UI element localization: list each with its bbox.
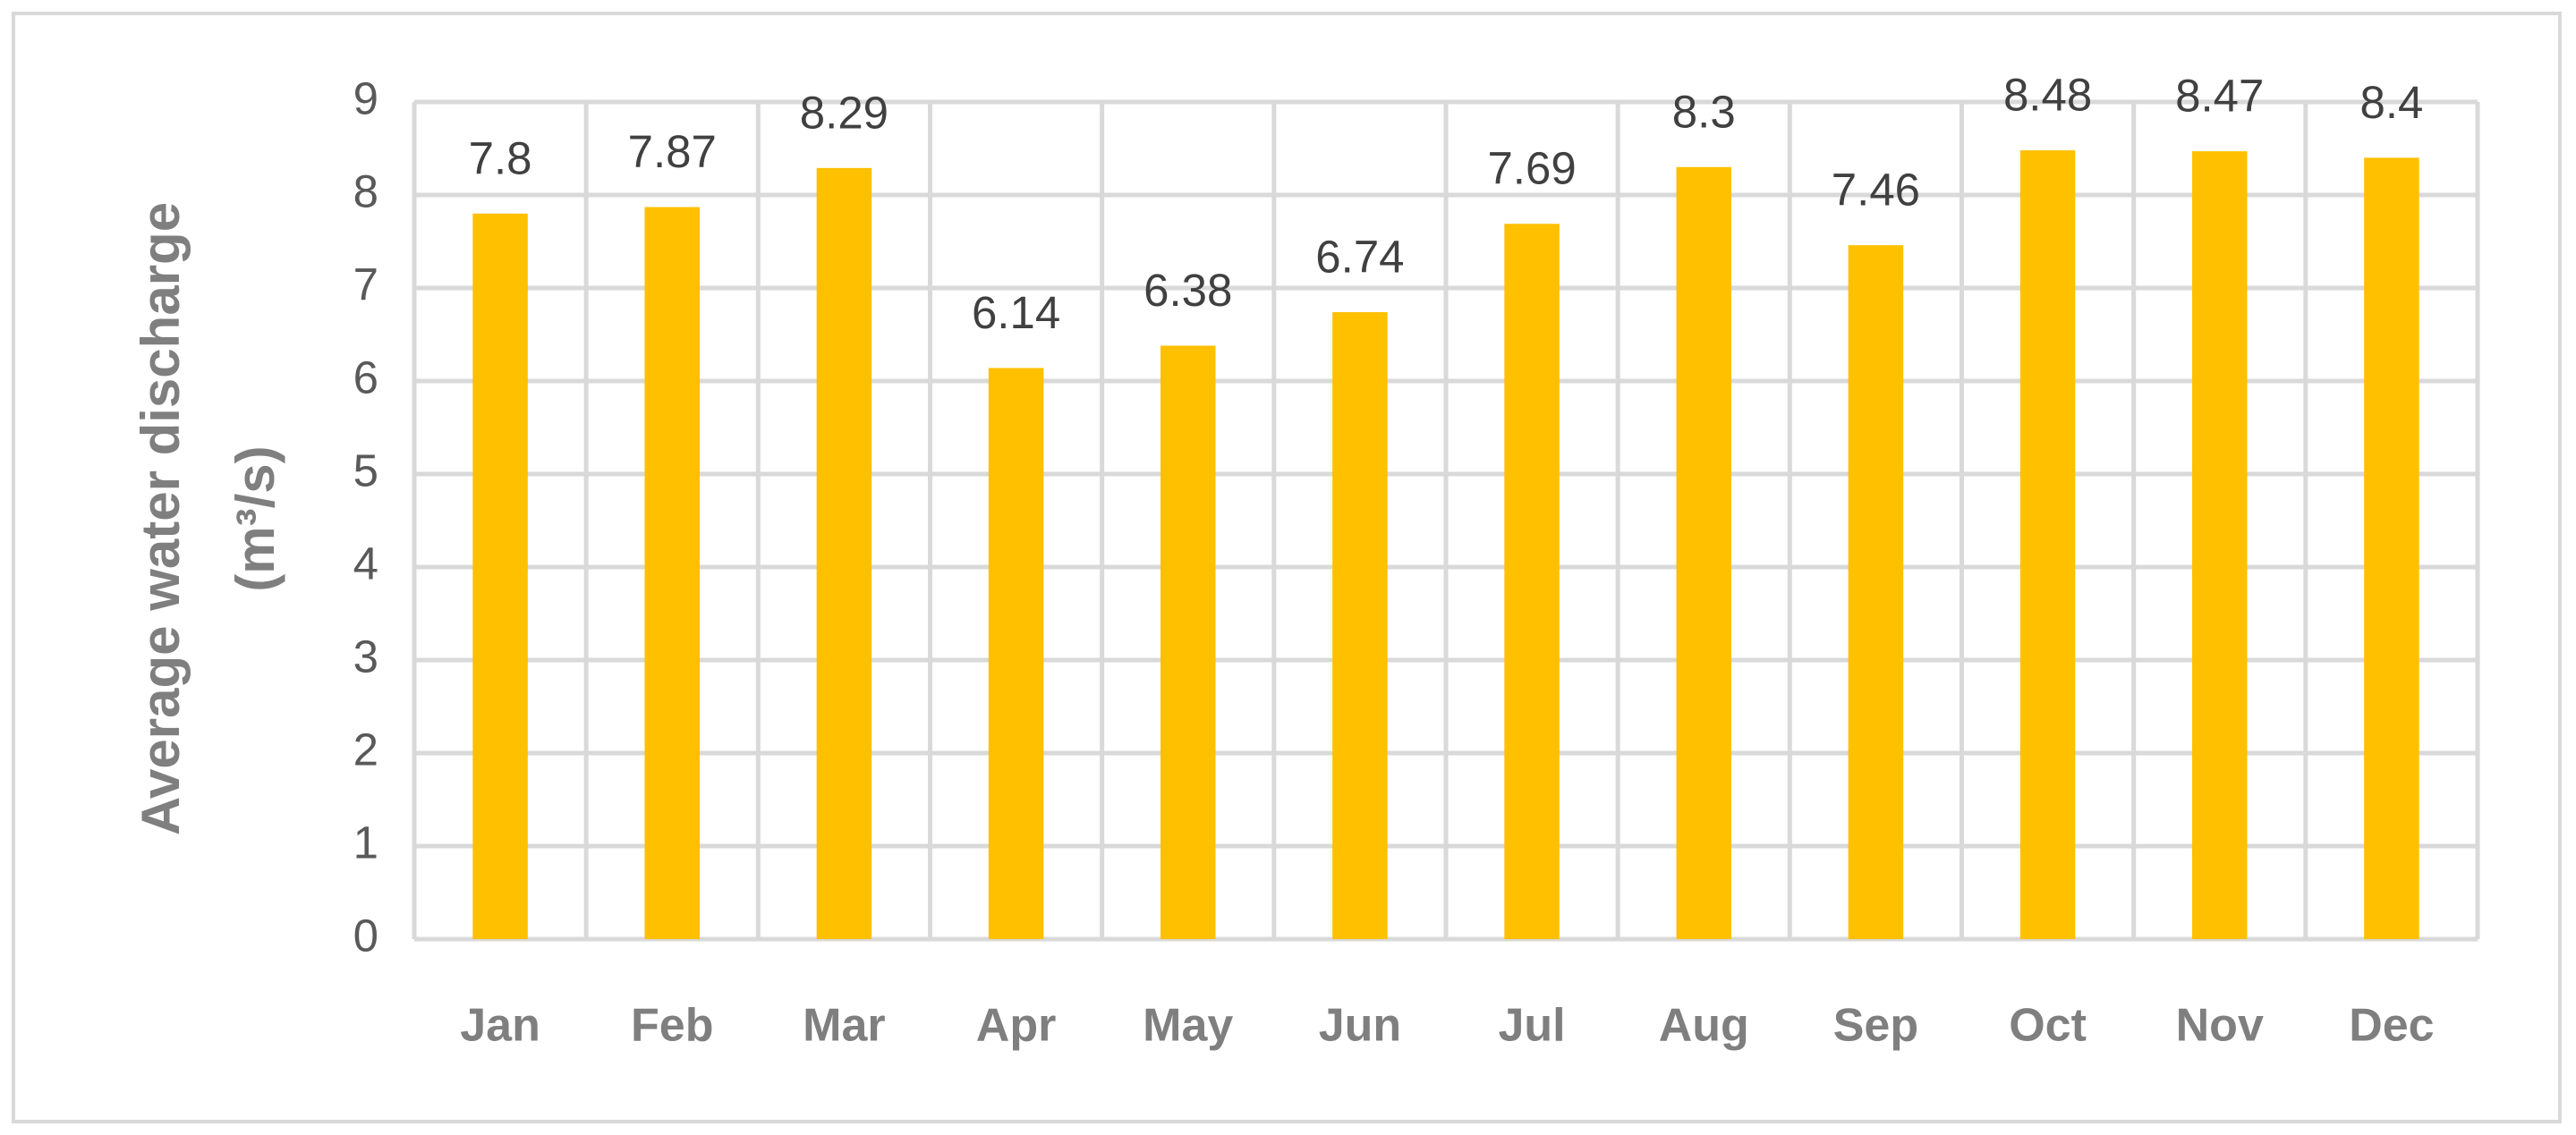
x-tick-label: Sep [1833,1000,1918,1052]
y-tick-label: 2 [353,724,378,775]
y-tick-label: 0 [353,910,378,961]
bar [2019,150,2076,939]
y-axis-title-line: (m³/s) [225,445,285,591]
y-axis-title-line: Average water discharge [131,202,191,835]
x-tick-label: Jul [1499,1000,1566,1052]
x-tick-label: Jan [460,1000,540,1052]
y-axis-title: (m³/s) [225,445,285,591]
data-label: 7.46 [1832,165,1920,216]
data-label: 6.38 [1143,265,1232,316]
x-tick-label: Aug [1659,1000,1749,1052]
x-tick-label: May [1143,1000,1233,1052]
data-label: 8.48 [2003,70,2092,121]
y-tick-label: 5 [353,445,378,496]
bar [1848,245,1904,939]
bar [1676,166,1731,940]
y-tick-label: 4 [353,538,378,589]
bar [644,207,700,939]
bar [1332,312,1388,939]
y-tick-label: 8 [353,165,378,216]
y-tick-label: 3 [353,631,378,682]
bar [1504,224,1560,940]
y-tick-label: 9 [353,72,378,123]
bar [2192,151,2248,939]
y-tick-label: 7 [353,258,378,309]
x-tick-label: Oct [2009,1000,2087,1052]
bar [988,368,1044,939]
x-tick-label: Dec [2349,1000,2434,1052]
x-tick-label: Mar [803,1000,885,1052]
bar [1160,345,1216,940]
data-label: 8.3 [1672,86,1736,137]
y-axis-title: Average water discharge [131,202,191,835]
bar [2364,157,2419,939]
y-tick-label: 1 [353,817,378,868]
data-label: 7.8 [469,132,532,183]
data-label: 6.74 [1315,232,1404,283]
data-label: 8.47 [2175,71,2264,122]
data-label: 7.87 [628,126,717,177]
bar [816,167,872,940]
data-label: 7.69 [1487,143,1576,194]
bar [472,213,528,940]
data-label: 6.14 [972,287,1060,338]
y-tick-label: 6 [353,352,378,402]
x-tick-label: Feb [631,1000,713,1052]
data-label: 8.29 [800,87,888,138]
x-tick-label: Jun [1319,1000,1401,1052]
x-tick-label: Apr [976,1000,1057,1052]
data-label: 8.4 [2359,77,2423,128]
x-tick-label: Nov [2176,1000,2264,1052]
